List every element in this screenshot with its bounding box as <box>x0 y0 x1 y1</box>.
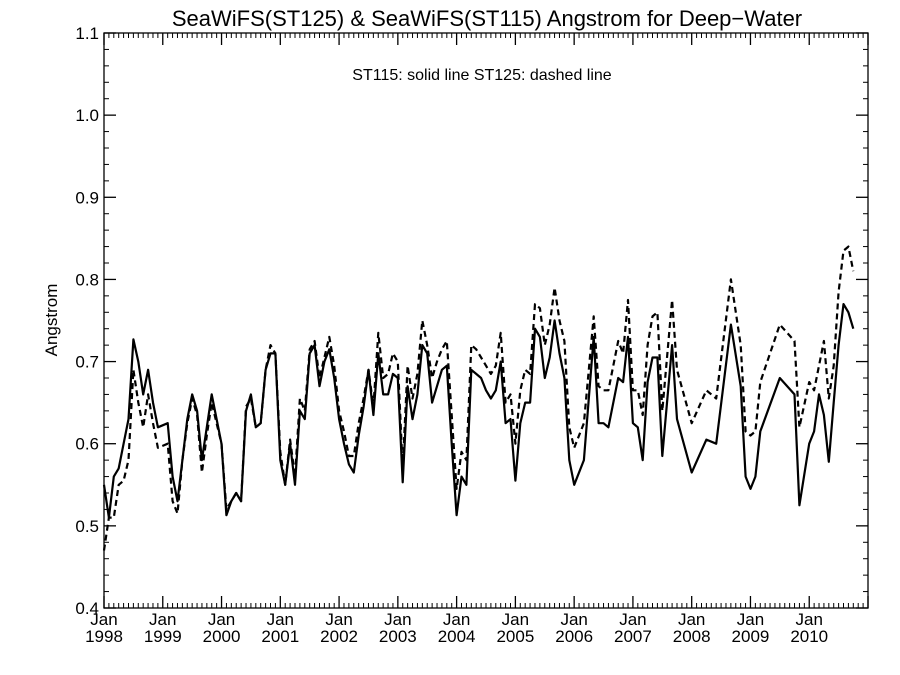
x-tick-label-month: Jan <box>796 610 823 629</box>
x-tick-label-year: 2003 <box>379 627 417 646</box>
x-tick-label-month: Jan <box>619 610 646 629</box>
x-tick-label-month: Jan <box>208 610 235 629</box>
x-tick-label-year: 2005 <box>496 627 534 646</box>
y-tick-label: 0.6 <box>75 435 99 454</box>
x-tick-label-year: 2010 <box>790 627 828 646</box>
x-tick-label-year: 2004 <box>438 627 476 646</box>
x-tick-label-month: Jan <box>384 610 411 629</box>
x-tick-label-year: 2002 <box>320 627 358 646</box>
x-tick-label-year: 1999 <box>144 627 182 646</box>
y-axis: 0.4 0.5 0.6 0.7 0.8 0.9 1.0 1.1 <box>75 24 868 618</box>
x-tick-label-year: 1998 <box>85 627 123 646</box>
y-tick-label: 1.1 <box>75 24 99 43</box>
x-tick-label-month: Jan <box>149 610 176 629</box>
series-line-dashed <box>102 245 855 551</box>
series-legend-note: ST115: solid line ST125: dashed line <box>352 67 612 84</box>
y-tick-label: 0.8 <box>75 270 99 289</box>
y-tick-label: 1.0 <box>75 106 99 125</box>
x-tick-label-month: Jan <box>325 610 352 629</box>
x-tick-label-year: 2007 <box>614 627 652 646</box>
x-tick-label-month: Jan <box>90 610 117 629</box>
x-tick-label-month: Jan <box>560 610 587 629</box>
y-tick-label: 0.9 <box>75 188 99 207</box>
chart-title: SeaWiFS(ST125) & SeaWiFS(ST115) Angstrom… <box>172 6 802 31</box>
y-tick-label: 0.7 <box>75 353 99 372</box>
x-tick-label-month: Jan <box>443 610 470 629</box>
x-tick-label-year: 2009 <box>732 627 770 646</box>
x-tick-label-year: 2000 <box>203 627 241 646</box>
x-tick-label-month: Jan <box>737 610 764 629</box>
x-tick-label-year: 2001 <box>261 627 299 646</box>
x-axis: Jan1998Jan1999Jan2000Jan2001Jan2002Jan20… <box>85 33 869 646</box>
y-tick-label: 0.5 <box>75 517 99 536</box>
x-tick-label-month: Jan <box>267 610 294 629</box>
series-layer <box>102 245 855 551</box>
x-tick-label-year: 2006 <box>555 627 593 646</box>
y-axis-label: Angstrom <box>42 284 61 357</box>
plot-area-frame <box>103 32 869 609</box>
x-tick-label-month: Jan <box>502 610 529 629</box>
y-tick-label: 0.4 <box>75 599 99 618</box>
series-line-solid <box>102 303 855 519</box>
x-tick-label-year: 2008 <box>673 627 711 646</box>
x-tick-label-month: Jan <box>678 610 705 629</box>
